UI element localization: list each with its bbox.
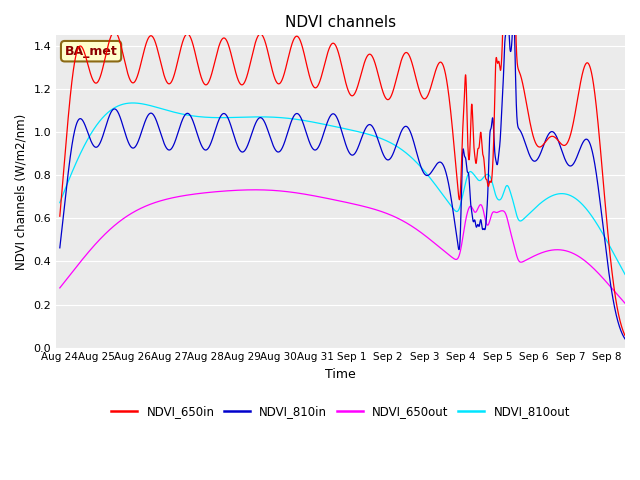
NDVI_810out bbox=[56, 200, 63, 205]
NDVI_650out bbox=[621, 300, 629, 306]
NDVI_810out bbox=[563, 192, 570, 197]
NDVI_650in bbox=[563, 141, 570, 147]
Line: NDVI_810in: NDVI_810in bbox=[60, 14, 625, 339]
NDVI_810in bbox=[417, 163, 424, 168]
Line: NDVI_810out: NDVI_810out bbox=[60, 103, 625, 274]
NDVI_810out bbox=[417, 164, 424, 169]
NDVI_650in bbox=[56, 213, 63, 219]
NDVI_810out bbox=[129, 100, 136, 106]
NDVI_650out bbox=[563, 248, 570, 254]
NDVI_650in bbox=[620, 330, 628, 336]
NDVI_810in bbox=[310, 147, 318, 153]
Title: NDVI channels: NDVI channels bbox=[285, 15, 396, 30]
NDVI_810in bbox=[509, 12, 517, 17]
NDVI_650in bbox=[613, 305, 621, 311]
NDVI_650out bbox=[251, 187, 259, 192]
NDVI_650in bbox=[417, 91, 424, 96]
NDVI_650out bbox=[620, 299, 628, 305]
NDVI_810in bbox=[56, 245, 63, 251]
NDVI_810in bbox=[620, 334, 628, 340]
NDVI_650out bbox=[310, 193, 318, 199]
NDVI_810out bbox=[621, 271, 629, 277]
NDVI_810out bbox=[613, 257, 621, 263]
Line: NDVI_650out: NDVI_650out bbox=[60, 190, 625, 303]
NDVI_810in bbox=[613, 316, 621, 322]
NDVI_810out bbox=[547, 193, 555, 199]
NDVI_650out bbox=[56, 285, 63, 291]
Text: BA_met: BA_met bbox=[65, 45, 118, 58]
Y-axis label: NDVI channels (W/m2/nm): NDVI channels (W/m2/nm) bbox=[15, 113, 28, 270]
Line: NDVI_650in: NDVI_650in bbox=[60, 0, 625, 336]
NDVI_650in bbox=[621, 333, 629, 338]
Legend: NDVI_650in, NDVI_810in, NDVI_650out, NDVI_810out: NDVI_650in, NDVI_810in, NDVI_650out, NDV… bbox=[106, 400, 575, 423]
NDVI_650in bbox=[310, 84, 318, 90]
NDVI_810in bbox=[621, 336, 629, 342]
NDVI_650in bbox=[547, 133, 555, 139]
NDVI_650out bbox=[613, 292, 621, 298]
NDVI_810in bbox=[547, 129, 555, 135]
NDVI_810out bbox=[620, 269, 628, 275]
X-axis label: Time: Time bbox=[325, 368, 356, 381]
NDVI_650out bbox=[547, 247, 555, 253]
NDVI_650out bbox=[417, 229, 424, 235]
NDVI_810out bbox=[310, 120, 318, 125]
NDVI_810in bbox=[563, 160, 570, 166]
